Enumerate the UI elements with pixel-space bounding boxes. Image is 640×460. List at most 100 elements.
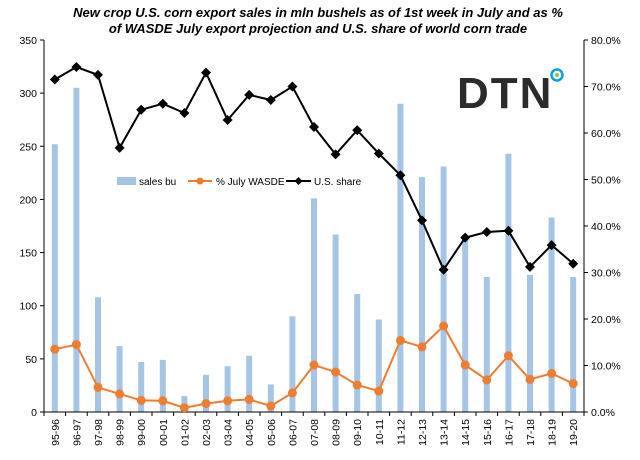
point-share-13-14: [438, 264, 449, 275]
x-tick-label: 18-19: [547, 419, 559, 446]
bar-05-06: [267, 384, 274, 412]
bar-12-13: [419, 177, 425, 412]
point-wasde-05-06: [266, 401, 276, 411]
point-wasde-10-11: [374, 386, 384, 396]
right-tick-label: 80.0%: [591, 35, 621, 47]
x-tick-label: 14-15: [460, 419, 472, 446]
point-share-04-05: [244, 89, 255, 100]
point-share-02-03: [201, 67, 211, 78]
point-wasde-16-17: [503, 351, 513, 361]
legend: sales bu % July WASDE U.S. share: [117, 177, 362, 188]
left-tick-label: 350: [19, 35, 37, 47]
x-tick-label: 10-11: [374, 419, 386, 445]
line-series: [49, 62, 579, 413]
x-tick-label: 04-05: [244, 419, 256, 446]
x-tick-label: 02-03: [201, 419, 213, 446]
left-tick-label: 100: [19, 301, 37, 313]
point-wasde-08-09: [331, 367, 341, 377]
bar-98-99: [116, 346, 123, 412]
right-tick-label: 30.0%: [591, 268, 621, 280]
point-share-19-20: [568, 258, 579, 269]
x-tick-label: 09-10: [352, 419, 364, 446]
point-wasde-17-18: [525, 374, 535, 384]
point-share-14-15: [460, 232, 471, 243]
bar-97-98: [95, 297, 101, 412]
point-wasde-02-03: [201, 399, 211, 409]
tick-labels: 0 50 100 150 200 250 300 350 0.0% 10.0% 20.0% 30.0%…: [19, 35, 620, 446]
left-tick-label: 200: [19, 194, 37, 206]
left-tick-label: 0: [31, 407, 37, 419]
point-wasde-03-04: [223, 396, 233, 406]
bar-04-05: [246, 355, 253, 412]
x-tick-label: 01-02: [179, 419, 191, 446]
dtn-logo-ring-outer: [550, 68, 564, 82]
point-share-03-04: [222, 115, 233, 125]
point-wasde-98-99: [115, 389, 125, 399]
point-wasde-18-19: [547, 368, 557, 378]
legend-label-share: U.S. share: [314, 177, 362, 188]
bar-16-17: [505, 153, 512, 412]
point-wasde-01-02: [179, 403, 189, 413]
x-tick-label: 96-97: [71, 419, 83, 446]
x-tick-label: 08-09: [331, 419, 343, 446]
bar-02-03: [203, 374, 209, 412]
bar-10-11: [375, 319, 382, 412]
bar-08-09: [332, 234, 339, 412]
x-tick-label: 07-08: [309, 419, 321, 446]
x-tick-label: 06-07: [287, 419, 299, 446]
point-share-06-07: [287, 81, 298, 92]
bar-18-19: [548, 217, 555, 412]
point-share-08-09: [330, 149, 341, 160]
x-tick-label: 17-18: [525, 419, 537, 446]
bar-19-20: [570, 277, 577, 412]
point-wasde-00-01: [158, 396, 168, 406]
x-tick-label: 11-12: [395, 419, 407, 445]
x-tick-label: 05-06: [266, 419, 278, 446]
x-tick-label: 95-96: [50, 419, 62, 446]
x-tick-label: 98-99: [115, 419, 127, 446]
bar-07-08: [311, 198, 317, 412]
bar-15-16: [483, 277, 490, 412]
bar-14-15: [462, 236, 469, 412]
dtn-logo-ring-inner: [555, 73, 559, 77]
right-tick-label: 70.0%: [591, 82, 621, 94]
bar-99-00: [138, 362, 145, 412]
point-wasde-99-00: [136, 395, 146, 405]
point-wasde-15-16: [482, 375, 492, 385]
point-share-99-00: [136, 104, 147, 115]
legend-label-wasde: % July WASDE: [216, 177, 285, 188]
point-share-01-02: [179, 108, 190, 118]
x-tick-label: 12-13: [417, 419, 429, 446]
x-tick-label: 99-00: [136, 419, 148, 446]
point-share-18-19: [546, 240, 557, 251]
bar-00-01: [159, 359, 166, 412]
right-tick-label: 40.0%: [591, 221, 621, 233]
point-share-17-18: [525, 261, 535, 272]
bar-03-04: [224, 366, 231, 412]
point-share-12-13: [417, 215, 427, 226]
bar-13-14: [440, 166, 447, 412]
x-tick-label: 16-17: [503, 419, 515, 446]
point-share-95-96: [49, 74, 60, 85]
point-share-10-11: [373, 148, 384, 159]
x-tick-label: 19-20: [568, 419, 580, 446]
chart-title-line-2: of WASDE July export projection and U.S.…: [109, 21, 527, 36]
point-wasde-97-98: [93, 382, 103, 392]
point-wasde-19-20: [568, 379, 578, 389]
legend-marker-wasde: [196, 177, 204, 185]
bar-96-97: [73, 87, 80, 413]
right-tick-label: 50.0%: [591, 175, 621, 187]
legend-marker-share: [294, 177, 303, 185]
point-share-96-97: [71, 62, 82, 72]
left-tick-label: 250: [19, 141, 37, 153]
point-share-97-98: [93, 69, 103, 80]
point-share-05-06: [265, 95, 276, 105]
axes: [40, 39, 588, 416]
x-tick-label: 15-16: [482, 419, 494, 446]
point-share-00-01: [157, 98, 168, 109]
left-tick-label: 300: [19, 88, 37, 100]
point-wasde-13-14: [439, 321, 449, 331]
bar-09-10: [354, 294, 361, 412]
dtn-logo-text: DTN: [457, 69, 553, 118]
